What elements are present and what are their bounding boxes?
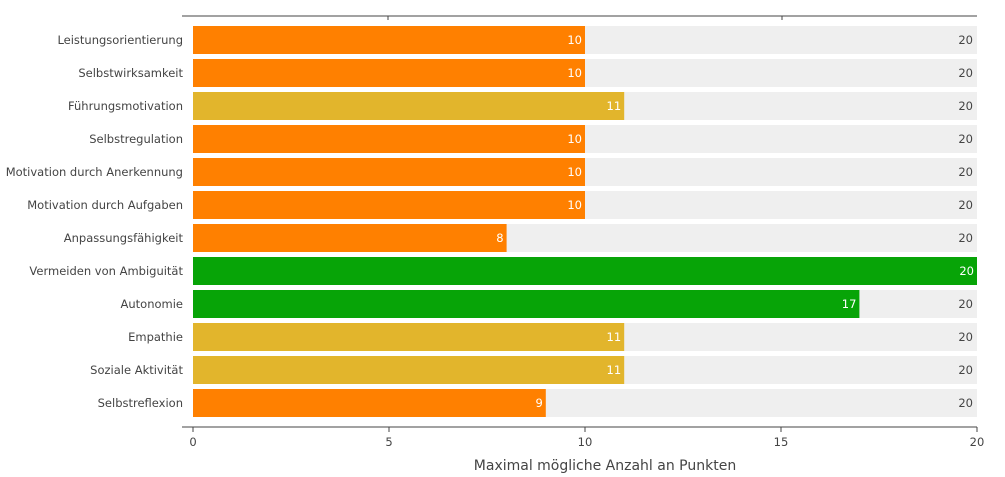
category-label: Soziale Aktivität [90,363,183,377]
x-tick-label: 5 [385,435,392,449]
value-label: 10 [567,132,582,146]
x-axis-label: Maximal mögliche Anzahl an Punkten [474,458,736,474]
x-tick-label: 20 [970,435,985,449]
value-label: 10 [567,33,582,47]
category-label: Autonomie [121,297,184,311]
category-label: Selbstreflexion [98,396,183,410]
value-bar [193,59,585,87]
max-value-label: 20 [958,363,973,377]
value-bar [193,356,625,384]
x-axis-ticks: 0 5 10 15 20 [189,427,984,449]
max-value-label: 20 [958,330,973,344]
x-tick-label: 10 [578,435,593,449]
max-value-labels: 20 20 20 20 20 20 20 20 20 20 20 [958,33,973,410]
category-label: Vermeiden von Ambiguität [29,264,183,278]
category-label: Leistungsorientierung [57,33,183,47]
category-label: Führungsmotivation [68,99,183,113]
value-label: 9 [535,396,542,410]
category-label: Empathie [128,330,183,344]
category-label: Motivation durch Aufgaben [27,198,183,212]
value-bar [193,191,585,219]
max-value-label: 20 [958,396,973,410]
value-label: 20 [959,264,974,278]
value-bars [193,26,977,417]
max-value-label: 20 [958,66,973,80]
value-bar [193,224,507,252]
value-label: 10 [567,198,582,212]
value-label: 11 [607,330,622,344]
category-label: Selbstregulation [89,132,183,146]
value-label: 10 [567,66,582,80]
value-label: 10 [567,165,582,179]
max-value-label: 20 [958,99,973,113]
value-label: 11 [607,363,622,377]
max-value-label: 20 [958,132,973,146]
max-value-label: 20 [958,231,973,245]
category-label: Selbstwirksamkeit [78,66,183,80]
value-bar [193,26,585,54]
value-label: 11 [607,99,622,113]
value-bar [193,92,625,120]
value-label: 8 [496,231,503,245]
max-value-label: 20 [958,198,973,212]
value-label: 17 [842,297,857,311]
value-bar [193,389,546,417]
category-label: Anpassungsfähigkeit [64,231,184,245]
max-value-label: 20 [958,165,973,179]
value-bar [193,323,625,351]
max-value-label: 20 [958,297,973,311]
value-bar [193,257,977,285]
max-value-label: 20 [958,33,973,47]
x-tick-label: 15 [774,435,789,449]
value-bar [193,290,860,318]
value-bar [193,125,585,153]
value-bar [193,158,585,186]
category-label: Motivation durch Anerkennung [6,165,183,179]
value-labels: 10 10 11 10 10 10 8 20 17 11 11 9 [496,33,974,410]
x-tick-label: 0 [189,435,196,449]
category-labels: Leistungsorientierung Selbstwirksamkeit Fü… [6,33,184,410]
